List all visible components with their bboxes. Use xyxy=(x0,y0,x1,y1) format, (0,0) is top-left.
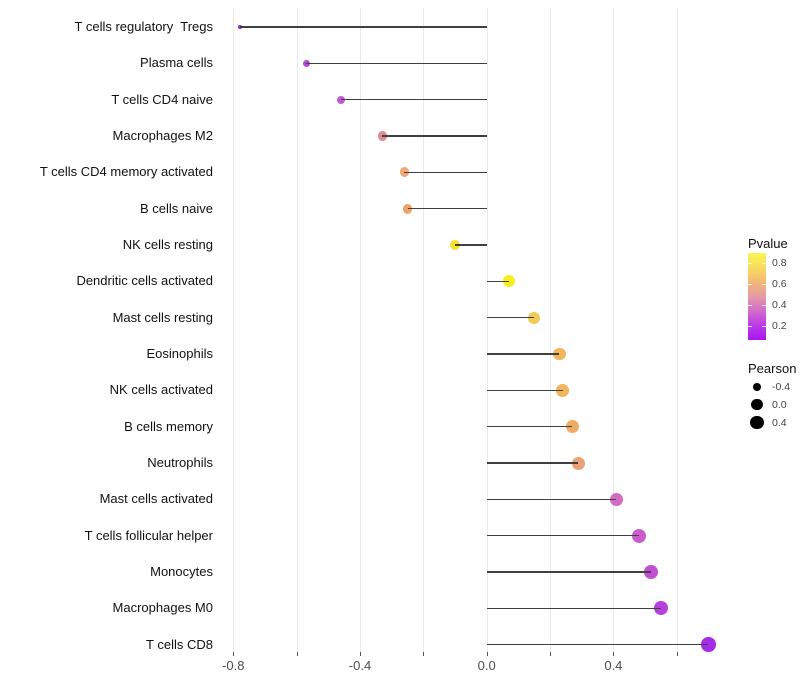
pearson-legend-label: 0.0 xyxy=(772,398,787,411)
gridline xyxy=(550,8,551,652)
pvalue-tick-label: 0.4 xyxy=(772,298,787,311)
lollipop-segment xyxy=(486,353,560,355)
x-tick xyxy=(360,652,361,656)
lollipop-segment xyxy=(455,244,487,246)
row-label: Monocytes xyxy=(150,563,213,579)
data-point xyxy=(644,564,659,579)
gridline xyxy=(423,8,425,652)
x-tick xyxy=(486,652,488,656)
colorbar-tick xyxy=(762,284,766,286)
lollipop-segment xyxy=(486,280,509,282)
data-point xyxy=(609,492,624,506)
gridline xyxy=(360,8,361,652)
data-point xyxy=(528,311,541,324)
x-tick xyxy=(676,652,678,656)
colorbar-tick xyxy=(748,263,752,265)
x-tick xyxy=(423,652,425,656)
row-label: Plasma cells xyxy=(140,55,213,71)
gridline xyxy=(613,8,615,652)
row-label: B cells memory xyxy=(124,418,213,434)
row-label: Neutrophils xyxy=(147,455,213,470)
pvalue-tick-label: 0.8 xyxy=(772,257,787,270)
pvalue-tick-label: 0.6 xyxy=(772,278,787,291)
gridline xyxy=(486,8,488,652)
lollipop-segment xyxy=(486,462,579,464)
row-label: Mast cells resting xyxy=(112,309,213,325)
data-point xyxy=(701,637,716,652)
gridline xyxy=(296,8,298,652)
data-point xyxy=(302,59,310,67)
lollipop-segment xyxy=(486,498,617,500)
colorbar-tick xyxy=(748,284,752,286)
data-point xyxy=(631,528,646,543)
row-label: Macrophages M0 xyxy=(112,600,213,616)
pearson-legend-label: 0.4 xyxy=(772,416,787,429)
lollipop-segment xyxy=(239,26,487,28)
row-label: Dendritic cells activated xyxy=(76,273,213,289)
x-tick xyxy=(550,652,551,656)
lollipop-segment xyxy=(486,571,652,573)
row-label: NK cells activated xyxy=(109,382,213,398)
row-label: T cells CD8 xyxy=(146,636,213,652)
data-point xyxy=(449,239,461,251)
colorbar-tick xyxy=(748,304,752,306)
row-label: Macrophages M2 xyxy=(112,128,213,143)
lollipop-segment xyxy=(407,208,487,210)
x-tick-label: -0.4 xyxy=(348,658,372,673)
pvalue-legend-title: Pvalue xyxy=(748,236,788,251)
lollipop-segment xyxy=(486,317,535,319)
x-tick-label: 0.0 xyxy=(477,658,496,673)
lollipop-segment xyxy=(486,389,563,391)
lollipop-segment xyxy=(486,644,709,646)
row-label: Mast cells activated xyxy=(99,491,213,507)
data-point xyxy=(653,601,668,616)
pearson-legend-dot xyxy=(750,415,764,430)
data-point xyxy=(553,347,566,361)
colorbar-tick xyxy=(762,263,766,265)
x-tick-label: 0.4 xyxy=(604,658,623,673)
row-label: B cells naive xyxy=(140,200,213,216)
colorbar-tick xyxy=(748,325,752,327)
row-label: T cells regulatory Tregs xyxy=(74,19,213,34)
lollipop-segment xyxy=(382,135,487,137)
lollipop-segment xyxy=(404,171,487,173)
pvalue-colorbar xyxy=(748,253,766,340)
pearson-legend-dot xyxy=(752,382,762,392)
row-label: NK cells resting xyxy=(122,237,213,252)
lollipop-segment xyxy=(486,607,661,609)
colorbar-tick xyxy=(762,304,766,306)
data-point xyxy=(336,95,346,104)
row-label: T cells CD4 naive xyxy=(111,91,213,107)
pvalue-tick-label: 0.2 xyxy=(772,319,787,332)
x-tick xyxy=(296,652,298,656)
lollipop-segment xyxy=(486,426,573,428)
x-tick xyxy=(233,652,235,656)
x-tick-label: -0.8 xyxy=(222,658,245,673)
data-point xyxy=(503,275,515,288)
data-point xyxy=(572,456,586,470)
row-label: T cells CD4 memory activated xyxy=(39,164,213,180)
gridline xyxy=(233,8,235,652)
gridline xyxy=(676,8,678,652)
data-point xyxy=(565,420,579,434)
lollipop-segment xyxy=(341,99,487,101)
row-label: T cells follicular helper xyxy=(84,527,213,543)
pearson-legend-dot xyxy=(751,399,763,411)
x-tick xyxy=(613,652,615,656)
data-point xyxy=(377,131,387,141)
row-label: Eosinophils xyxy=(146,346,214,361)
pearson-legend-label: -0.4 xyxy=(772,381,791,393)
pearson-legend-title: Pearson xyxy=(748,361,797,376)
lollipop-segment xyxy=(486,535,639,537)
lollipop-segment xyxy=(306,62,487,64)
colorbar-tick xyxy=(762,325,766,327)
